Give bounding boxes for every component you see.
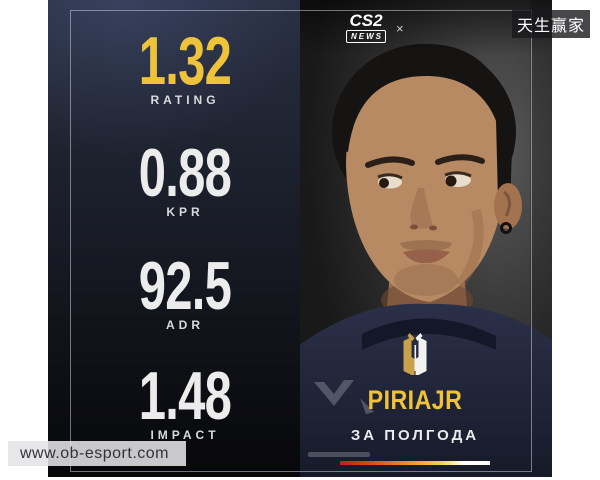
accent-gradient-bar <box>340 461 490 465</box>
stat-adr: 92.5 ADR <box>70 248 300 332</box>
player-block: PIRIAJR ЗА ПОЛГОДА <box>300 0 530 477</box>
adr-value: 92.5 <box>138 248 232 324</box>
player-name: PIRIAJR <box>367 385 463 415</box>
news-logo-box: NEWS <box>346 30 386 43</box>
stat-rating: 1.32 RATING <box>70 23 300 107</box>
stats-panel: 1.32 RATING 0.88 KPR 92.5 ADR 1.48 IMPAC… <box>48 0 300 477</box>
site-url-watermark: www.ob-esport.com <box>8 441 186 466</box>
cs2-news-logo: CS2 NEWS × <box>346 11 404 43</box>
impact-label: IMPACT <box>150 428 220 442</box>
team-logo-icon <box>403 333 427 375</box>
impact-value: 1.48 <box>138 358 232 434</box>
collab-x-icon: × <box>396 20 404 36</box>
chinese-watermark: 天生赢家 <box>512 10 590 38</box>
rating-label: RATING <box>150 93 220 107</box>
player-photo <box>300 0 552 477</box>
adr-label: ADR <box>166 318 204 332</box>
stat-kpr: 0.88 KPR <box>70 135 300 219</box>
kpr-value: 0.88 <box>138 135 232 211</box>
rating-value: 1.32 <box>138 23 232 99</box>
photo-panel: CS2 NEWS × P <box>300 0 552 477</box>
stat-impact: 1.48 IMPACT <box>70 358 300 442</box>
player-period-label: ЗА ПОЛГОДА <box>350 427 480 444</box>
kpr-label: KPR <box>166 205 204 219</box>
cs2-news-logo-stack: CS2 NEWS <box>346 11 386 43</box>
stats-card: 1.32 RATING 0.88 KPR 92.5 ADR 1.48 IMPAC… <box>48 0 552 477</box>
cs2-logo-text: CS2 <box>349 11 383 30</box>
